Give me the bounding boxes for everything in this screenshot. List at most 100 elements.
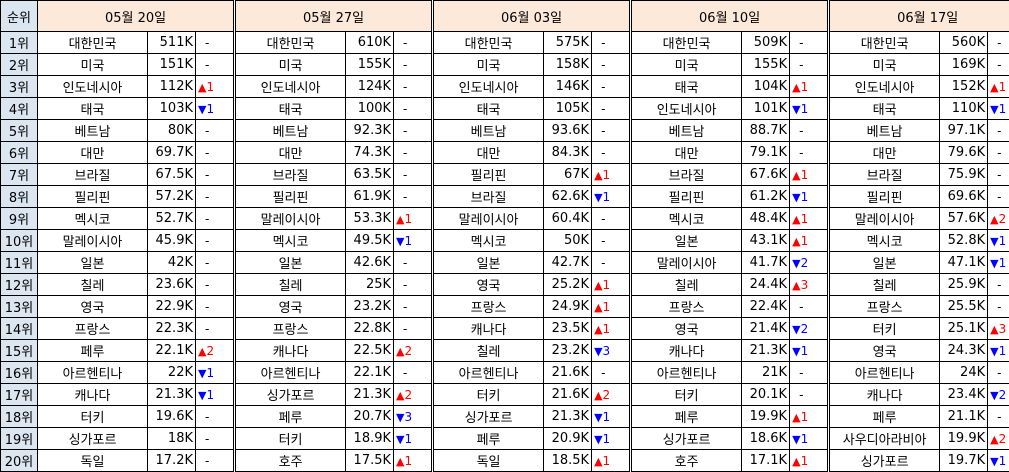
rank-change-cell: ▲1: [790, 208, 828, 230]
country-cell: 칠레: [632, 274, 742, 296]
no-change-dash: -: [594, 212, 605, 226]
country-cell: 대만: [38, 142, 148, 164]
rank-change-cell: ▲3: [988, 318, 1009, 340]
rank-change-amount: 1: [999, 344, 1007, 358]
no-change-dash: -: [594, 256, 605, 270]
country-cell: 싱가포르: [236, 384, 346, 406]
views-cell: 57.6K: [940, 208, 988, 230]
rank-change-amount: 1: [603, 168, 611, 182]
rank-change-amount: 1: [206, 80, 214, 94]
views-cell: 84.3K: [544, 142, 592, 164]
views-cell: 22.4K: [742, 296, 790, 318]
country-cell: 칠레: [236, 274, 346, 296]
views-cell: 21.6K: [544, 362, 592, 384]
country-cell: 터키: [434, 384, 544, 406]
views-cell: 509K: [742, 32, 790, 54]
rank-up-icon: ▲: [990, 213, 998, 226]
views-cell: 103K: [148, 98, 196, 120]
rank-change-cell: -: [988, 120, 1009, 142]
rank-change-cell: -: [988, 32, 1009, 54]
rank-change-amount: 1: [603, 410, 611, 424]
country-cell: 태국: [632, 76, 742, 98]
country-cell: 프랑스: [830, 296, 940, 318]
views-cell: 24.9K: [544, 296, 592, 318]
rank-change-amount: 1: [801, 212, 809, 226]
country-cell: 영국: [38, 296, 148, 318]
country-cell: 말레이시아: [632, 252, 742, 274]
rank-change-cell: -: [196, 142, 234, 164]
rank-down-icon: ▼: [396, 433, 404, 446]
rank-change-cell: ▲1: [790, 76, 828, 98]
rank-up-icon: ▲: [396, 345, 404, 358]
rank-change-cell: ▲1: [790, 406, 828, 428]
views-cell: 21.4K: [742, 318, 790, 340]
country-cell: 미국: [632, 54, 742, 76]
country-cell: 태국: [830, 98, 940, 120]
views-cell: 610K: [346, 32, 394, 54]
views-cell: 104K: [742, 76, 790, 98]
rank-change-cell: -: [196, 120, 234, 142]
views-cell: 47.1K: [940, 252, 988, 274]
views-cell: 158K: [544, 54, 592, 76]
views-cell: 112K: [148, 76, 196, 98]
rank-cell: 19위: [1, 428, 38, 450]
no-change-dash: -: [198, 300, 209, 314]
rank-change-cell: ▲2: [592, 384, 630, 406]
country-cell: 대만: [632, 142, 742, 164]
views-cell: 19.6K: [148, 406, 196, 428]
rank-change-cell: -: [394, 98, 432, 120]
country-cell: 터키: [236, 428, 346, 450]
views-cell: 152K: [940, 76, 988, 98]
country-cell: 태국: [434, 98, 544, 120]
rank-change-amount: 1: [206, 366, 214, 380]
no-change-dash: -: [396, 278, 407, 292]
country-cell: 멕시코: [434, 230, 544, 252]
views-cell: 24.4K: [742, 274, 790, 296]
rank-up-icon: ▲: [396, 389, 404, 402]
no-change-dash: -: [198, 432, 209, 446]
no-change-dash: -: [396, 58, 407, 72]
rank-change-cell: -: [790, 142, 828, 164]
views-cell: 19.7K: [940, 450, 988, 472]
rank-change-cell: -: [592, 32, 630, 54]
rank-cell: 5위: [1, 120, 38, 142]
rank-down-icon: ▼: [594, 433, 602, 446]
country-cell: 태국: [38, 98, 148, 120]
country-cell: 호주: [236, 450, 346, 472]
country-cell: 캐나다: [236, 340, 346, 362]
country-cell: 미국: [38, 54, 148, 76]
rank-down-icon: ▼: [990, 235, 998, 248]
views-cell: 21.6K: [544, 384, 592, 406]
country-cell: 터키: [38, 406, 148, 428]
rank-change-cell: ▼1: [790, 340, 828, 362]
no-change-dash: -: [198, 58, 209, 72]
rank-cell: 1위: [1, 32, 38, 54]
rank-cell: 18위: [1, 406, 38, 428]
rank-change-cell: ▲1: [592, 450, 630, 472]
no-change-dash: -: [198, 454, 209, 468]
rank-change-cell: -: [394, 120, 432, 142]
views-cell: 42K: [148, 252, 196, 274]
rank-change-amount: 2: [603, 388, 611, 402]
rank-change-cell: -: [592, 120, 630, 142]
rank-change-cell: -: [196, 450, 234, 472]
views-cell: 69.7K: [148, 142, 196, 164]
country-cell: 인도네시아: [38, 76, 148, 98]
country-cell: 베트남: [434, 120, 544, 142]
views-cell: 48.4K: [742, 208, 790, 230]
rank-change-cell: -: [196, 208, 234, 230]
rank-change-cell: -: [790, 54, 828, 76]
rank-change-cell: -: [592, 362, 630, 384]
rank-change-cell: -: [790, 120, 828, 142]
rank-down-icon: ▼: [792, 345, 800, 358]
rank-up-icon: ▲: [792, 411, 800, 424]
rank-change-cell: -: [592, 76, 630, 98]
views-cell: 23.5K: [544, 318, 592, 340]
rank-cell: 12위: [1, 274, 38, 296]
rank-change-cell: ▼1: [790, 186, 828, 208]
